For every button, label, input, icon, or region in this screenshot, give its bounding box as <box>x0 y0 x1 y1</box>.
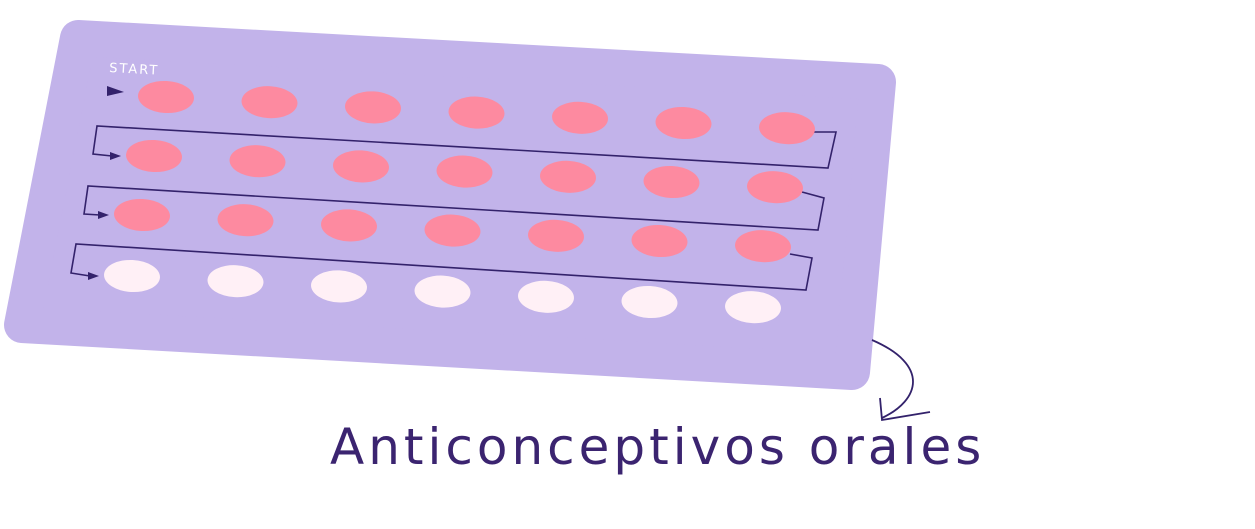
active-pill <box>643 165 700 199</box>
active-pill <box>126 139 182 173</box>
active-pill <box>540 160 596 193</box>
start-label: START <box>109 61 160 79</box>
row-connector-line <box>70 243 813 291</box>
active-pill <box>241 86 298 119</box>
active-pill <box>333 150 389 183</box>
active-pill <box>114 198 170 232</box>
active-pill <box>631 224 688 258</box>
active-pill <box>229 145 286 178</box>
placebo-pill <box>518 280 574 313</box>
active-pill <box>655 106 712 140</box>
active-pill <box>747 171 803 204</box>
active-pill <box>321 209 377 242</box>
active-pill <box>448 96 505 129</box>
row-arrow-icon <box>88 272 99 280</box>
active-pill <box>552 101 608 134</box>
placebo-pill <box>104 259 160 293</box>
row-connector-lines <box>70 125 837 291</box>
placebo-pill <box>311 270 367 303</box>
active-pill <box>759 112 815 145</box>
start-arrow-icon <box>107 86 124 96</box>
active-pill <box>735 230 791 263</box>
curved-arrow-icon <box>871 339 914 419</box>
row-connector-line <box>92 125 837 169</box>
placebo-pill <box>725 291 781 324</box>
placebo-pill <box>414 275 471 308</box>
placebo-pill <box>621 285 678 319</box>
active-pill <box>138 80 194 114</box>
caption-title: Anticonceptivos orales <box>330 418 986 476</box>
row-arrow-icon <box>110 152 121 160</box>
placebo-pill <box>207 265 264 298</box>
active-pill <box>436 155 493 188</box>
curved-arrow-head-icon <box>879 397 931 422</box>
pill-grid <box>104 80 815 324</box>
active-pill <box>217 204 274 237</box>
active-pill <box>424 214 481 247</box>
active-pill <box>528 219 584 252</box>
row-arrow-icon <box>98 211 109 219</box>
active-pill <box>345 91 401 124</box>
row-connector-line <box>83 185 825 231</box>
